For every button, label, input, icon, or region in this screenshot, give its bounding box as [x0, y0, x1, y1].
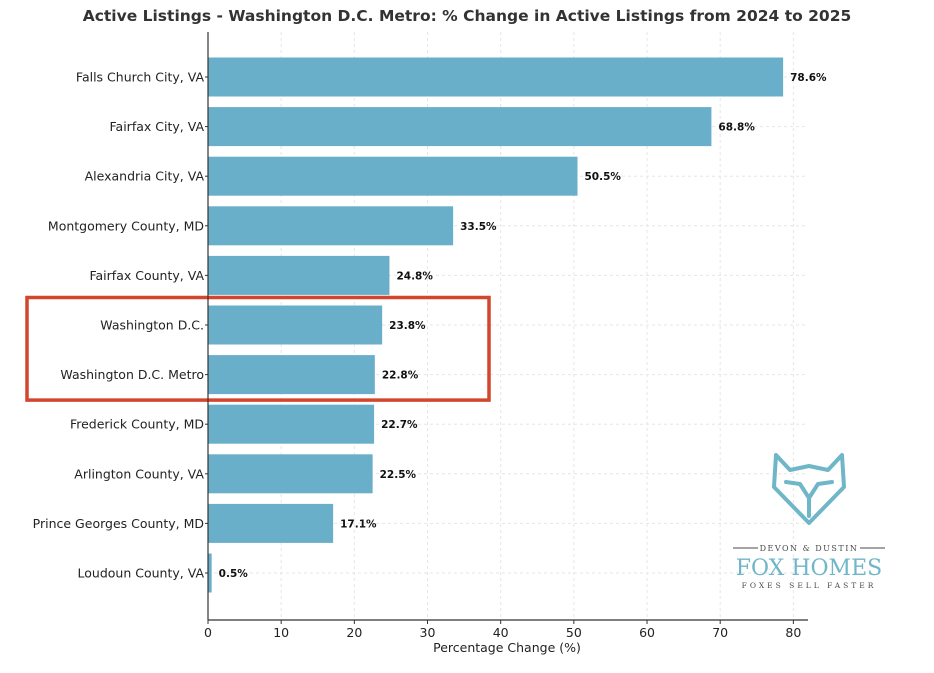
x-tick-label: 20 [346, 625, 362, 640]
fox-head-icon [772, 453, 846, 525]
x-tick-label: 70 [712, 625, 728, 640]
x-tick-label: 50 [566, 625, 582, 640]
bar [208, 305, 383, 345]
bar [208, 107, 712, 147]
value-label: 0.5% [219, 568, 249, 580]
bar [208, 553, 212, 593]
bar [208, 57, 784, 97]
bar [208, 355, 375, 395]
value-label: 78.6% [790, 72, 827, 84]
bar [208, 206, 454, 246]
highlight-box [25, 295, 491, 402]
logo-brand-main: FOX HOMES [736, 556, 882, 581]
bar [208, 454, 373, 494]
value-label: 22.8% [382, 370, 419, 382]
category-label: Prince Georges County, MD [33, 516, 204, 531]
highlight-box-group [25, 295, 491, 402]
fox-homes-logo: DEVON & DUSTIN FOX HOMES FOXES SELL FAST… [733, 453, 885, 590]
value-label: 22.7% [381, 419, 418, 431]
value-label: 50.5% [585, 171, 622, 183]
value-label: 17.1% [340, 518, 377, 530]
value-label: 23.8% [389, 320, 426, 332]
category-label: Falls Church City, VA [76, 70, 205, 85]
labels: 0 10 20 30 40 50 60 70 80 Falls Church City, VA 78… [33, 70, 827, 641]
value-label: 68.8% [718, 122, 755, 134]
bar [208, 503, 334, 543]
category-label: Arlington County, VA [74, 466, 204, 481]
value-label: 22.5% [380, 469, 417, 481]
bars [208, 57, 784, 593]
x-tick-label: 10 [273, 625, 289, 640]
x-tick-label: 0 [204, 625, 212, 640]
chart-title: Active Listings - Washington D.C. Metro:… [82, 7, 852, 25]
category-label: Alexandria City, VA [85, 169, 205, 184]
bar [208, 255, 390, 295]
axes [205, 32, 808, 624]
logo-brand-top: DEVON & DUSTIN [760, 544, 859, 553]
x-tick-label: 80 [785, 625, 801, 640]
x-axis-title: Percentage Change (%) [433, 640, 581, 655]
bar [208, 404, 375, 444]
x-tick-label: 40 [493, 625, 509, 640]
category-label: Loudoun County, VA [78, 566, 205, 581]
category-label: Washington D.C. Metro [60, 367, 204, 382]
category-label: Frederick County, MD [70, 417, 204, 432]
x-tick-label: 60 [639, 625, 655, 640]
category-label: Fairfax City, VA [110, 119, 205, 134]
category-label: Fairfax County, VA [89, 268, 204, 283]
bar [208, 156, 578, 196]
value-label: 33.5% [460, 221, 497, 233]
category-label: Montgomery County, MD [48, 218, 204, 233]
category-label: Washington D.C. [100, 318, 204, 333]
logo-tagline: FOXES SELL FASTER [742, 581, 877, 590]
value-label: 24.8% [396, 270, 433, 282]
x-tick-label: 30 [420, 625, 436, 640]
